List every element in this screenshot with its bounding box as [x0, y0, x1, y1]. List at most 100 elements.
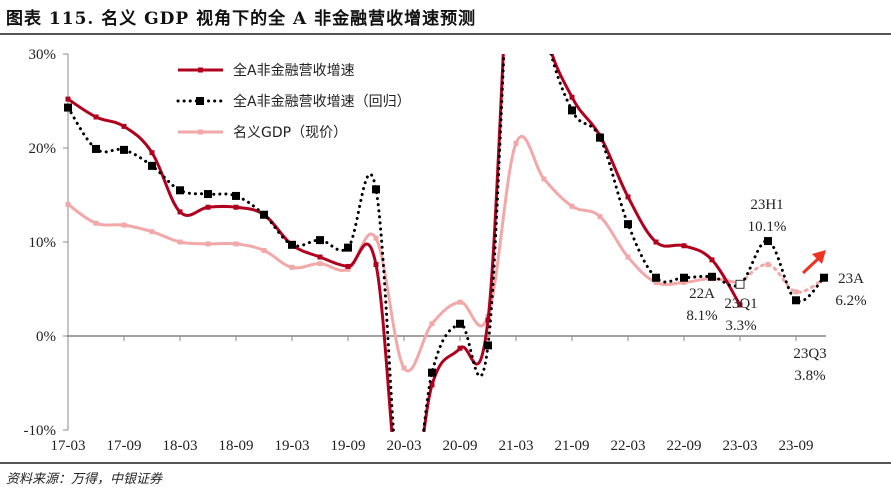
y-tick-label: 10% [29, 235, 57, 251]
regression-marker [568, 106, 576, 115]
gdp-marker [457, 299, 463, 305]
x-tick-label: 21-03 [499, 438, 534, 454]
gdp-marker [597, 214, 603, 220]
gdp-marker [625, 254, 631, 260]
series-actual-line [67, 54, 742, 432]
legend-marker-gdp [198, 129, 203, 135]
regression-marker [764, 237, 772, 246]
regression-marker [652, 273, 660, 282]
x-tick-label: 18-03 [163, 438, 198, 454]
x-tick-label: 19-03 [275, 438, 310, 454]
regression-marker [92, 144, 100, 153]
gdp-marker [569, 203, 575, 209]
regression-marker [708, 272, 716, 281]
regression-marker [176, 186, 184, 195]
regression-marker [260, 210, 268, 219]
y-tick-label: 0% [36, 329, 56, 345]
actual-marker [653, 239, 659, 245]
annotation-value: 10.1% [748, 219, 787, 235]
actual-marker [737, 302, 743, 308]
x-tick-label: 23-09 [779, 438, 814, 454]
regression-marker [64, 103, 72, 112]
actual-marker [317, 254, 323, 260]
gdp-marker [373, 235, 379, 241]
gdp-marker [765, 262, 771, 268]
gdp-marker [513, 140, 519, 146]
regression-marker [820, 273, 828, 282]
x-tick-label: 21-09 [555, 438, 590, 454]
actual-marker [542, 23, 547, 28]
chart-annotations: 22A 8.1% 23Q1 3.3% 23H1 10.1% 23Q3 3.8% 23A 6.2% [686, 197, 866, 384]
actual-marker [65, 96, 71, 102]
chart-title: 图表 115. 名义 GDP 视角下的全 A 非金融营收增速预测 [6, 9, 477, 29]
annotation-value: 6.2% [835, 293, 866, 309]
y-tick-label: -10% [24, 423, 57, 439]
x-tick-label: 20-09 [443, 438, 478, 454]
regression-marker [316, 236, 324, 245]
gdp-marker [793, 289, 799, 295]
actual-marker [205, 204, 211, 210]
series-gdp-line [67, 134, 741, 373]
regression-marker [232, 191, 240, 200]
trend-arrow-head-icon [812, 250, 826, 264]
regression-marker [624, 220, 632, 229]
regression-marker [680, 273, 688, 282]
actual-marker [373, 262, 379, 268]
regression-marker [372, 185, 380, 194]
actual-marker [429, 382, 435, 388]
gdp-marker [289, 264, 295, 270]
regression-marker [344, 243, 352, 252]
title-divider [0, 33, 891, 35]
gdp-marker [345, 266, 351, 272]
actual-marker [121, 123, 127, 129]
annotation-label: 23H1 [750, 197, 783, 213]
gdp-marker [429, 321, 435, 327]
x-tick-label: 20-03 [387, 438, 422, 454]
y-tick-label: 20% [29, 141, 57, 157]
regression-marker [596, 133, 604, 142]
actual-marker [681, 243, 687, 249]
trend-arrow-icon [801, 255, 822, 275]
x-tick-label: 18-09 [219, 438, 254, 454]
x-tick-label: 23-03 [723, 438, 758, 454]
gdp-marker [261, 247, 267, 253]
actual-marker [569, 94, 575, 100]
actual-marker [233, 204, 239, 210]
x-tick-label: 22-09 [667, 438, 702, 454]
actual-marker [485, 317, 491, 323]
gdp-marker [65, 201, 71, 207]
regression-marker [120, 145, 128, 154]
actual-marker [177, 209, 183, 215]
annotation-label: 22A [689, 286, 715, 302]
chart-series [64, 22, 828, 432]
gdp-marker [177, 239, 183, 245]
regression-marker [484, 341, 492, 350]
actual-marker [345, 263, 351, 269]
gdp-marker [317, 261, 323, 267]
actual-marker [457, 345, 463, 351]
legend-label: 全A非金融营收增速 [233, 62, 355, 79]
gdp-marker [401, 365, 407, 371]
footer-divider [0, 462, 891, 464]
gdp-marker [93, 220, 99, 226]
source-note: 资料来源：万得，中银证券 [6, 472, 163, 487]
annotation-label: 23A [838, 271, 864, 287]
actual-marker [709, 257, 715, 263]
gdp-marker [541, 176, 547, 182]
regression-marker [456, 319, 464, 328]
chart-axes: -10% 0% 10% 20% 30% 17-03 17-09 18-03 18-09 19-03… [24, 47, 826, 454]
regression-marker [148, 161, 156, 170]
series-gdp-forecast-line [738, 263, 826, 294]
annotation-value: 3.8% [794, 368, 825, 384]
annotation-label: 23Q1 [724, 296, 757, 312]
actual-marker [625, 194, 631, 200]
legend-marker-actual [198, 67, 203, 73]
annotation-value: 8.1% [686, 308, 717, 324]
regression-marker [540, 22, 548, 30]
regression-marker [735, 279, 745, 289]
line-chart: -10% 0% 10% 20% 30% 17-03 17-09 18-03 18-09 19-03… [24, 22, 867, 454]
regression-marker [792, 296, 800, 305]
gdp-marker [149, 229, 155, 235]
x-tick-label: 17-03 [51, 438, 86, 454]
